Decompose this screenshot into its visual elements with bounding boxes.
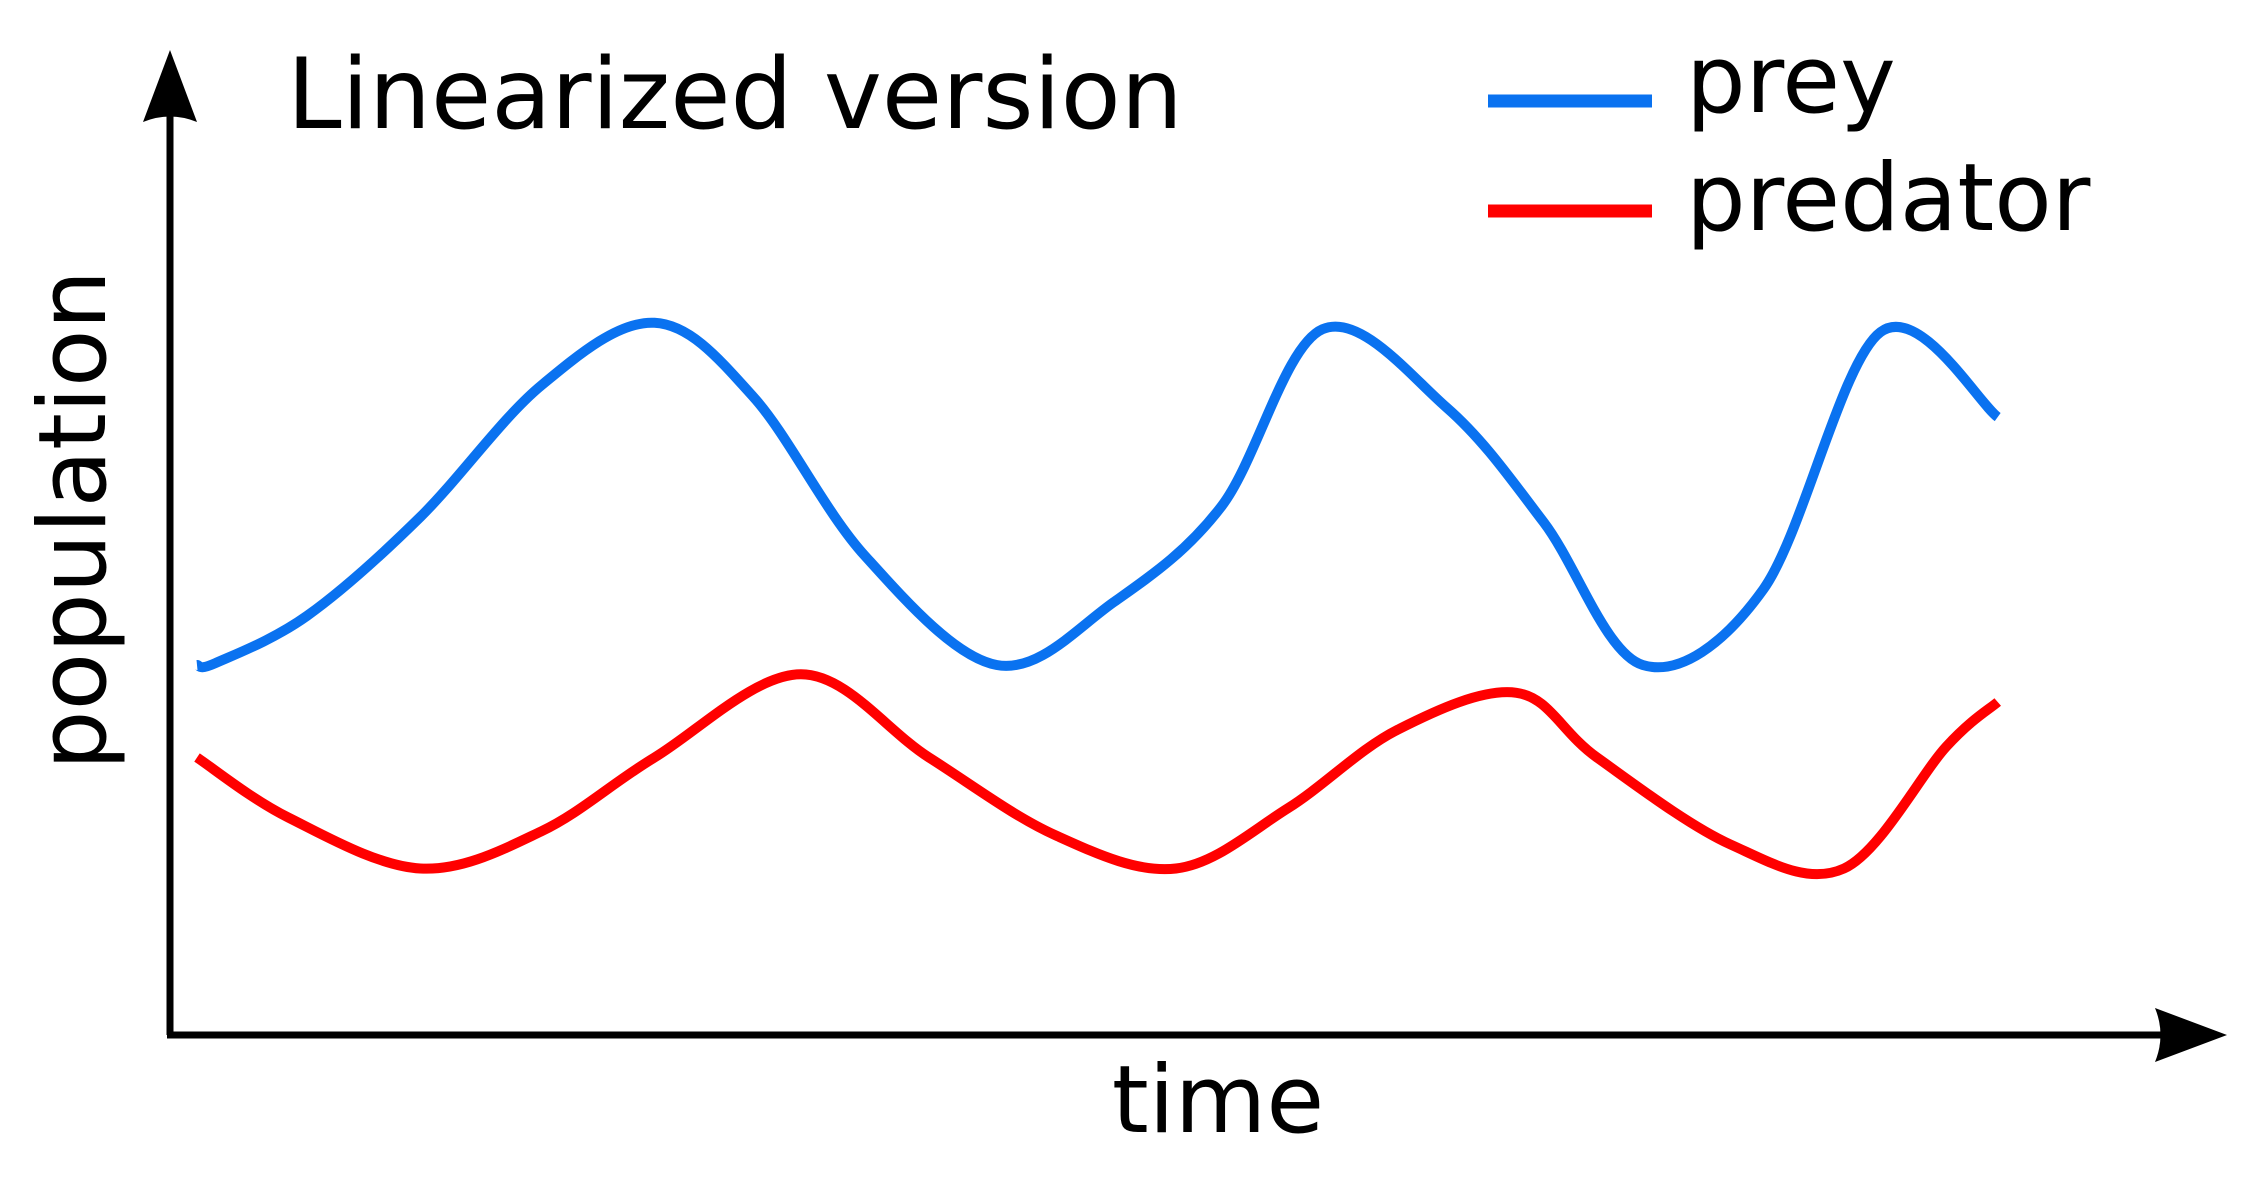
series-layer bbox=[194, 317, 2001, 880]
x-axis-label: time bbox=[1112, 1046, 1324, 1155]
legend-label-prey: prey bbox=[1686, 26, 1896, 135]
series-line-predator bbox=[194, 669, 2001, 880]
chart-title: Linearized version bbox=[287, 38, 1183, 152]
y-axis-label: population bbox=[19, 270, 128, 770]
legend: prey predator bbox=[1488, 26, 2091, 253]
y-axis-arrowhead bbox=[143, 50, 197, 122]
series-line-prey bbox=[194, 317, 2001, 673]
x-axis-arrowhead bbox=[2155, 1008, 2227, 1062]
legend-label-predator: predator bbox=[1686, 144, 2091, 253]
